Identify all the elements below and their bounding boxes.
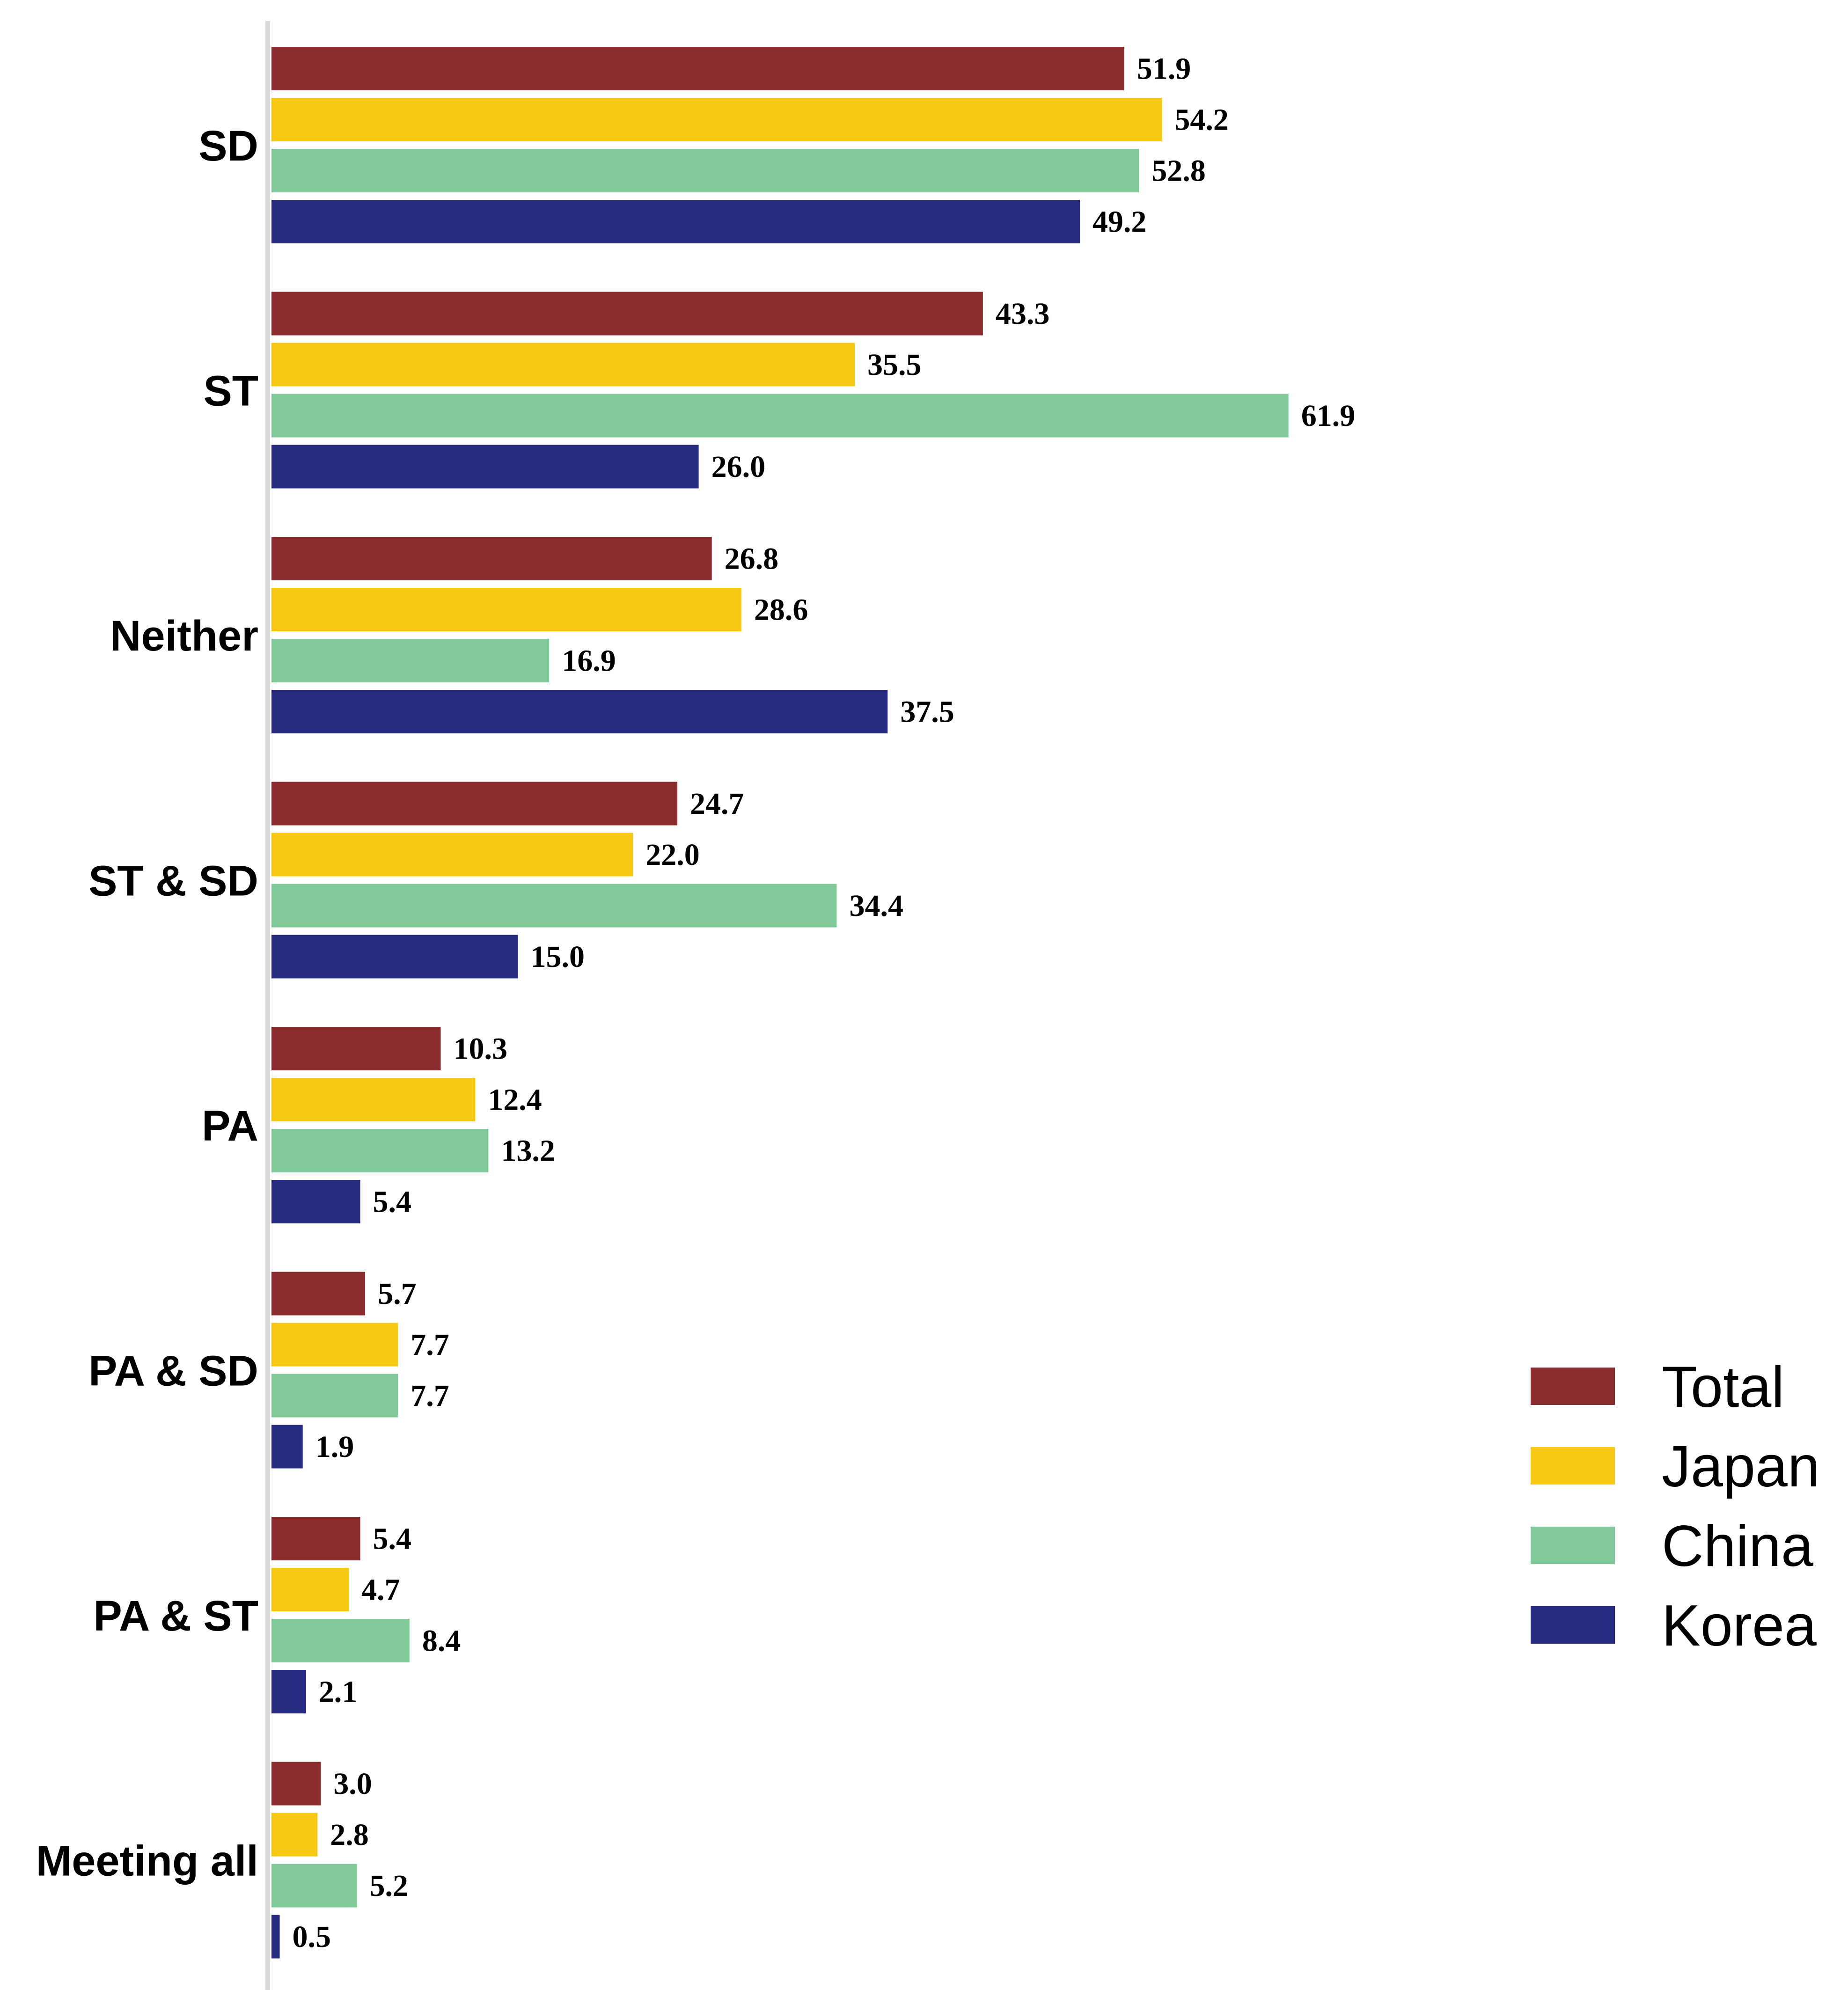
- value-label-neither-korea: 37.5: [900, 695, 954, 729]
- value-labels-layer: 51.9 54.2 52.849.2 43.3 35.5 61.9 26.0 26.8 28.6…: [293, 52, 1356, 1954]
- bar-sd-korea: [271, 200, 1080, 243]
- value-label-pa-and-sd-japan: 7.7: [411, 1328, 449, 1362]
- bar-pa-and-sd-china: [271, 1374, 398, 1418]
- value-label-meeting-all-korea: 0.5: [293, 1920, 331, 1954]
- bar-st-and-sd-japan: [271, 833, 633, 877]
- category-label-st: ST: [203, 367, 258, 415]
- value-label-pa-total: 10.3: [454, 1032, 508, 1066]
- value-label-pa-and-sd-total: 5.7: [378, 1277, 417, 1311]
- bar-st-japan: [271, 343, 855, 387]
- value-label-sd-total: 51.9: [1137, 52, 1191, 86]
- bar-pa-total: [271, 1027, 441, 1070]
- bar-pa-and-sd-total: [271, 1272, 366, 1316]
- bar-pa-and-sd-japan: [271, 1323, 398, 1367]
- legend-label-total: Total: [1662, 1355, 1784, 1419]
- legend-label-china: China: [1662, 1514, 1813, 1579]
- value-label-st-total: 43.3: [996, 297, 1050, 331]
- value-label-st-and-sd-korea: 15.0: [531, 940, 585, 974]
- value-label-meeting-all-china: 5.2: [370, 1869, 409, 1903]
- bar-neither-japan: [271, 588, 741, 631]
- bar-sd-japan: [271, 98, 1162, 141]
- bar-pa-and-st-total: [271, 1517, 360, 1560]
- legend: Total Japan China Korea: [1531, 1355, 1820, 1658]
- value-label-neither-japan: 28.6: [754, 593, 808, 627]
- bar-pa-and-st-china: [271, 1619, 410, 1662]
- value-label-st-japan: 35.5: [867, 348, 922, 382]
- value-label-sd-korea: 49.2: [1093, 205, 1147, 239]
- value-label-neither-china: 16.9: [562, 644, 616, 678]
- value-label-sd-japan: 54.2: [1174, 103, 1229, 137]
- category-label-pa: PA: [202, 1102, 258, 1150]
- bar-neither-total: [271, 537, 712, 580]
- bars-layer: [271, 47, 1289, 1959]
- bar-neither-korea: [271, 690, 888, 733]
- value-label-pa-and-sd-china: 7.7: [411, 1379, 449, 1413]
- bar-neither-china: [271, 639, 550, 682]
- legend-swatch-japan: [1531, 1447, 1615, 1485]
- value-label-pa-korea: 5.4: [373, 1185, 412, 1219]
- value-label-st-and-sd-china: 34.4: [849, 889, 903, 923]
- value-label-pa-and-st-korea: 2.1: [319, 1675, 358, 1709]
- bar-pa-and-st-korea: [271, 1670, 306, 1713]
- legend-swatch-korea: [1531, 1606, 1615, 1644]
- legend-swatch-total: [1531, 1368, 1615, 1405]
- value-label-pa-and-st-total: 5.4: [373, 1522, 412, 1556]
- category-label-neither: Neither: [110, 612, 258, 660]
- value-label-meeting-all-japan: 2.8: [330, 1818, 369, 1852]
- bar-st-and-sd-total: [271, 782, 677, 826]
- value-label-st-china: 61.9: [1301, 399, 1356, 433]
- bar-st-and-sd-china: [271, 884, 837, 928]
- bar-st-korea: [271, 445, 699, 489]
- category-label-sd: SD: [198, 122, 258, 170]
- legend-swatch-china: [1531, 1527, 1615, 1564]
- bar-meeting-all-total: [271, 1762, 321, 1806]
- bar-st-total: [271, 292, 983, 336]
- value-label-sd-china: 52.8: [1151, 154, 1206, 188]
- value-label-pa-and-st-japan: 4.7: [361, 1573, 400, 1607]
- bar-pa-korea: [271, 1180, 360, 1223]
- bar-pa-china: [271, 1129, 489, 1172]
- value-label-st-and-sd-total: 24.7: [690, 787, 744, 821]
- category-label-meeting-all: Meeting all: [36, 1837, 258, 1885]
- bar-st-and-sd-korea: [271, 935, 518, 979]
- bar-meeting-all-japan: [271, 1813, 318, 1857]
- bar-sd-total: [271, 47, 1124, 90]
- category-label-pa-and-sd: PA & SD: [88, 1347, 258, 1395]
- category-label-st-and-sd: ST & SD: [88, 857, 258, 905]
- bar-meeting-all-china: [271, 1864, 357, 1908]
- value-label-meeting-all-total: 3.0: [333, 1767, 372, 1801]
- value-label-pa-china: 13.2: [501, 1134, 555, 1168]
- bar-sd-china: [271, 149, 1139, 192]
- value-label-st-and-sd-japan: 22.0: [645, 838, 700, 872]
- legend-label-korea: Korea: [1662, 1594, 1817, 1658]
- legend-label-japan: Japan: [1662, 1434, 1820, 1499]
- value-label-pa-japan: 12.4: [488, 1083, 542, 1117]
- value-label-neither-total: 26.8: [725, 542, 779, 576]
- bar-pa-and-sd-korea: [271, 1425, 303, 1469]
- category-labels-layer: SD ST Neither ST & SD PA PA & SD PA & ST Meetin…: [36, 122, 258, 1885]
- value-label-pa-and-sd-korea: 1.9: [315, 1430, 354, 1464]
- bar-pa-and-st-japan: [271, 1568, 349, 1611]
- bar-st-china: [271, 394, 1289, 438]
- bar-meeting-all-korea: [271, 1915, 280, 1959]
- bar-pa-japan: [271, 1078, 476, 1121]
- value-label-pa-and-st-china: 8.4: [422, 1624, 461, 1658]
- category-label-pa-and-st: PA & ST: [93, 1592, 258, 1640]
- value-label-st-korea: 26.0: [711, 450, 766, 484]
